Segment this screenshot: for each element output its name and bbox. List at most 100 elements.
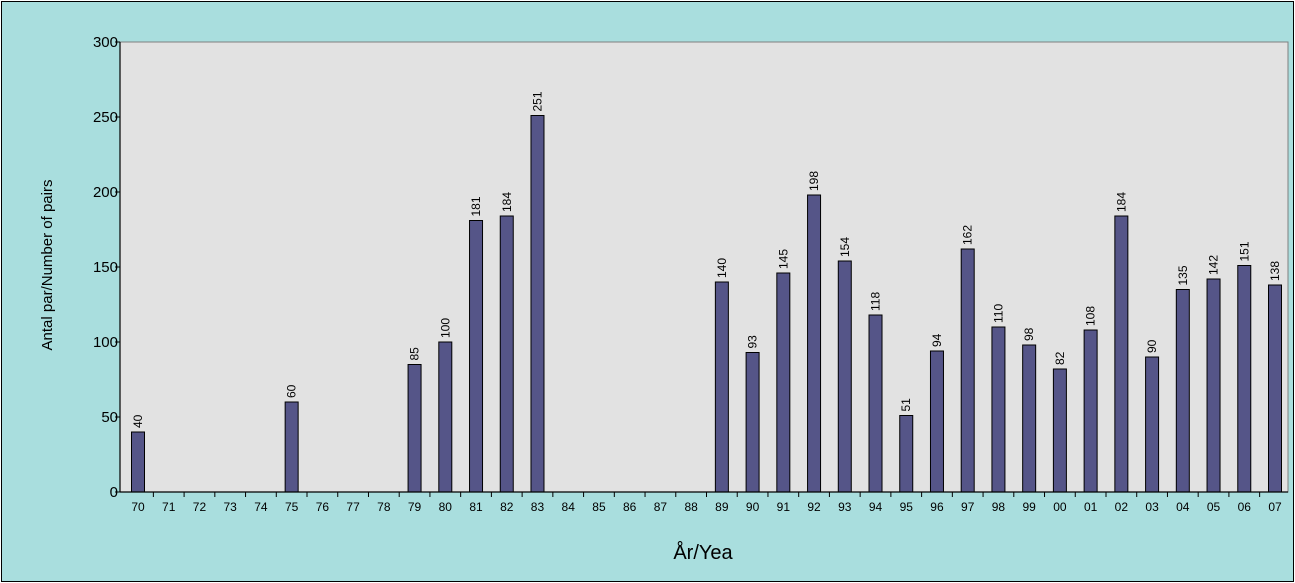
x-tick-label: 01 [1084, 500, 1098, 514]
x-tick-label: 72 [193, 500, 207, 514]
bar-94 [868, 314, 883, 493]
data-label-81: 181 [469, 196, 483, 216]
bar-79 [407, 364, 422, 493]
data-label-97: 162 [961, 225, 975, 245]
bar-92 [807, 194, 822, 493]
x-tick-label: 97 [961, 500, 975, 514]
x-tick-label: 73 [224, 500, 238, 514]
data-label-04: 135 [1176, 265, 1190, 285]
data-labels: 40 60 85 100 181 184 251 140 93 145 198 154 118 51 94 1… [131, 91, 1282, 428]
x-tick-label: 83 [531, 500, 545, 514]
bar-89 [714, 281, 729, 493]
y-tick-label: 150 [93, 259, 118, 276]
data-label-75: 60 [285, 384, 299, 398]
data-label-83: 251 [530, 91, 544, 111]
x-tick-label: 03 [1145, 500, 1159, 514]
data-label-99: 98 [1022, 327, 1036, 341]
y-ticks: 0 50 100 150 200 250 300 [93, 34, 120, 501]
data-label-82: 184 [500, 192, 514, 212]
x-tick-label: 95 [900, 500, 914, 514]
bar-03 [1145, 356, 1160, 493]
y-tick-label: 0 [110, 484, 118, 501]
bar-99 [1022, 344, 1037, 493]
x-ticks: 70 71 72 73 74 75 76 77 78 79 80 81 82 83 84 85 86 87 88 89… [131, 492, 1282, 514]
data-label-89: 140 [715, 258, 729, 278]
bar-00 [1052, 368, 1067, 493]
y-tick-label: 200 [93, 184, 118, 201]
x-tick-label: 05 [1207, 500, 1221, 514]
bar-81 [469, 220, 484, 493]
bar-90 [745, 352, 760, 493]
x-tick-label: 74 [254, 500, 268, 514]
data-label-79: 85 [408, 347, 422, 361]
y-tick-label: 300 [93, 34, 118, 51]
x-axis-title: År/Yea [673, 541, 733, 564]
data-label-80: 100 [438, 318, 452, 338]
bars [131, 115, 1282, 493]
x-tick-label: 75 [285, 500, 299, 514]
x-tick-label: 81 [469, 500, 483, 514]
x-tick-label: 78 [377, 500, 391, 514]
bar-04 [1175, 289, 1190, 493]
x-tick-label: 77 [346, 500, 360, 514]
x-tick-label: 86 [623, 500, 637, 514]
x-tick-label: 85 [592, 500, 606, 514]
data-label-91: 145 [776, 249, 790, 269]
bar-83 [530, 115, 545, 493]
y-tick-label: 50 [101, 409, 118, 426]
x-tick-label: 02 [1115, 500, 1129, 514]
data-label-93: 154 [838, 237, 852, 257]
x-tick-label: 93 [838, 500, 852, 514]
x-tick-label: 99 [1022, 500, 1036, 514]
bar-93 [837, 260, 852, 493]
x-tick-label: 76 [316, 500, 330, 514]
x-tick-label: 80 [439, 500, 453, 514]
bar-06 [1237, 265, 1252, 493]
bar-97 [960, 248, 975, 493]
bar-75 [284, 401, 299, 493]
x-tick-label: 84 [562, 500, 576, 514]
x-tick-label: 04 [1176, 500, 1190, 514]
x-tick-label: 06 [1238, 500, 1252, 514]
x-tick-label: 00 [1053, 500, 1067, 514]
bar-82 [499, 215, 514, 493]
data-label-92: 198 [807, 171, 821, 191]
x-tick-label: 79 [408, 500, 422, 514]
data-label-94: 118 [869, 292, 883, 311]
data-label-96: 94 [930, 333, 944, 347]
data-label-05: 142 [1207, 255, 1221, 275]
data-label-02: 184 [1114, 192, 1128, 212]
bar-05 [1206, 278, 1221, 493]
data-label-01: 108 [1084, 306, 1098, 326]
bar-91 [776, 272, 791, 493]
x-tick-label: 92 [807, 500, 821, 514]
y-tick-label: 100 [93, 334, 118, 351]
x-tick-label: 07 [1268, 500, 1282, 514]
bar-96 [929, 350, 944, 493]
data-label-95: 51 [899, 398, 913, 412]
data-label-90: 93 [746, 335, 760, 349]
bar-95 [899, 415, 914, 493]
bar-98 [991, 326, 1006, 493]
x-tick-label: 96 [930, 500, 944, 514]
bar-02 [1114, 215, 1129, 493]
data-label-98: 110 [991, 304, 1005, 323]
x-tick-label: 91 [777, 500, 791, 514]
data-label-07: 138 [1268, 261, 1282, 281]
y-axis-title: Antal par/Number of pairs [39, 180, 56, 351]
x-tick-label: 94 [869, 500, 883, 514]
bar-01 [1083, 329, 1098, 493]
data-label-00: 82 [1053, 351, 1067, 365]
x-tick-label: 98 [992, 500, 1006, 514]
bar-70 [131, 431, 145, 493]
y-tick-label: 250 [93, 109, 118, 126]
bar-07 [1268, 284, 1282, 493]
x-tick-label: 87 [654, 500, 668, 514]
x-tick-label: 90 [746, 500, 760, 514]
x-tick-label: 71 [162, 500, 176, 514]
x-tick-label: 88 [684, 500, 698, 514]
data-label-06: 151 [1237, 241, 1251, 261]
x-tick-label: 70 [131, 500, 145, 514]
data-label-70: 40 [131, 414, 145, 428]
